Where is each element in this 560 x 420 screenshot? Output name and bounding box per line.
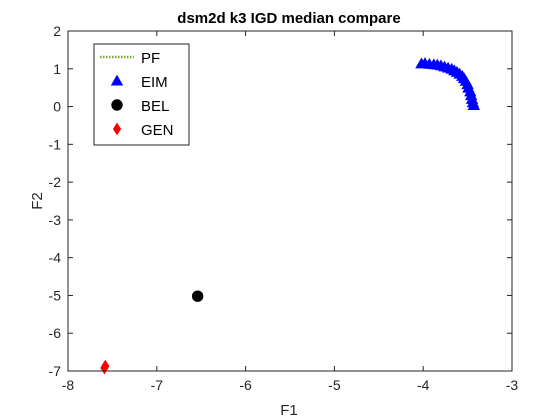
data-point-eim [467,99,481,110]
legend-marker-eim [110,74,124,86]
chart-title: dsm2d k3 IGD median compare [177,10,400,27]
y-tick-label: -6 [49,325,62,341]
series-bel [191,290,204,302]
x-tick-label: -6 [239,377,252,393]
legend-label-gen: GEN [141,122,174,139]
y-tick-label: -7 [49,363,62,379]
legend-label-bel: BEL [141,98,169,115]
legend-marker-gen [112,122,122,136]
x-tick-label: -5 [328,377,341,393]
legend-marker-bel [111,99,123,111]
x-axis-label: F1 [280,402,298,419]
y-axis-label: F2 [29,192,46,210]
y-tick-label: -4 [49,250,62,266]
legend: PF EIM BEL GEN [93,43,190,146]
y-tick-label: -5 [49,287,62,303]
x-tick-label: -3 [506,377,519,393]
y-tick-label: -2 [49,174,62,190]
series-eim [415,57,481,110]
axes-box [67,30,513,372]
legend-label-eim: EIM [141,74,168,91]
x-tick-label: -4 [417,377,430,393]
x-tick-label: -7 [151,377,164,393]
data-point-bel [191,290,204,302]
y-tick-label: 1 [53,61,61,77]
legend-box [93,43,190,146]
y-tick-label: -3 [49,212,62,228]
y-tick-label: -1 [49,136,62,152]
legend-label-pf: PF [141,50,160,67]
y-tick-label: 2 [53,23,61,39]
x-tick-label: -8 [62,377,75,393]
y-tick-label: 0 [53,99,61,115]
